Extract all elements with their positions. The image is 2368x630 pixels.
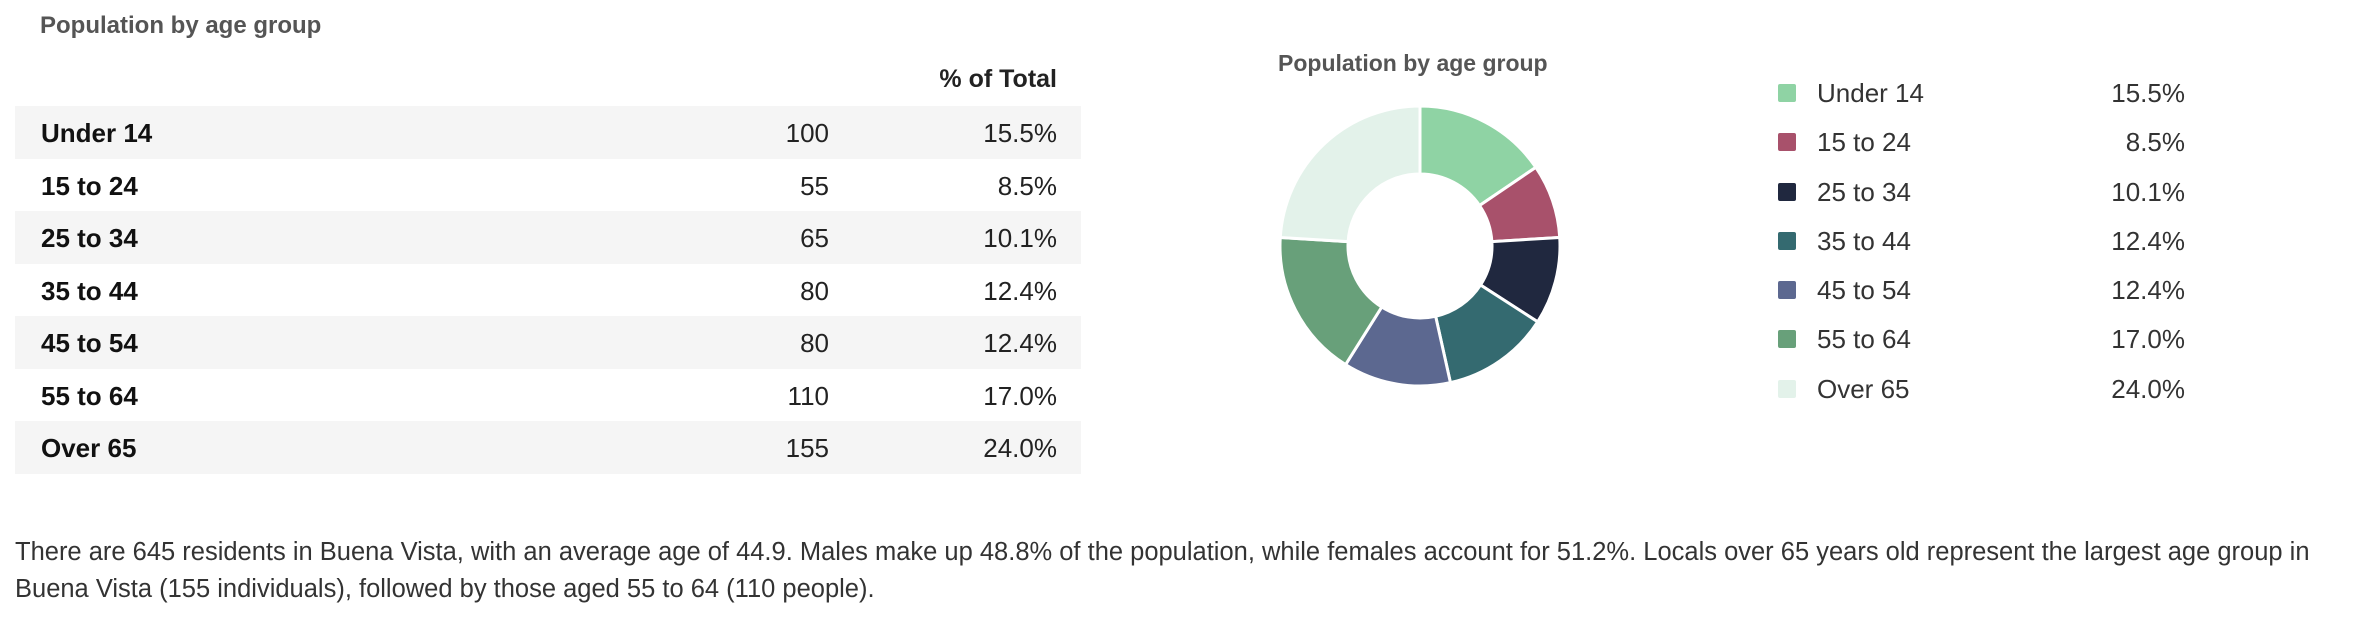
legend-value: 24.0% bbox=[2111, 373, 2185, 404]
legend-swatch bbox=[1778, 281, 1796, 300]
legend-item[interactable]: 55 to 64 17.0% bbox=[1775, 324, 2195, 373]
row-count: 155 bbox=[785, 433, 829, 463]
row-pct: 12.4% bbox=[983, 275, 1057, 306]
legend-value: 8.5% bbox=[2125, 127, 2185, 158]
table-header: % of Total bbox=[15, 60, 1081, 106]
legend-item[interactable]: Under 14 15.5% bbox=[1775, 78, 2195, 127]
donut-slice-55-to-64[interactable] bbox=[1278, 235, 1384, 367]
legend-swatch bbox=[1778, 231, 1796, 250]
legend-swatch bbox=[1778, 182, 1796, 201]
legend-item[interactable]: 25 to 34 10.1% bbox=[1775, 177, 2195, 226]
row-pct: 15.5% bbox=[983, 118, 1057, 148]
legend-item[interactable]: 15 to 24 8.5% bbox=[1775, 127, 2195, 176]
table-row: Under 14 100 15.5% bbox=[15, 106, 1081, 159]
legend-value: 12.4% bbox=[2111, 275, 2185, 306]
row-label: Over 65 bbox=[41, 433, 137, 463]
donut-slice-over-65[interactable] bbox=[1278, 104, 1422, 244]
table-row: 35 to 44 80 12.4% bbox=[15, 264, 1081, 317]
row-label: 45 to 54 bbox=[41, 328, 138, 358]
table-row: 45 to 54 80 12.4% bbox=[15, 316, 1081, 369]
row-pct: 10.1% bbox=[983, 223, 1057, 253]
row-pct: 8.5% bbox=[997, 170, 1057, 201]
legend-value: 17.0% bbox=[2111, 324, 2185, 355]
legend-swatch bbox=[1778, 84, 1796, 102]
legend-label: 15 to 24 bbox=[1817, 127, 1911, 158]
table-body: Under 14 100 15.5% 15 to 24 55 8.5% 25 t… bbox=[15, 106, 1081, 474]
legend-value: 12.4% bbox=[2111, 225, 2185, 256]
table-row: Over 65 155 24.0% bbox=[15, 421, 1081, 474]
table-row: 15 to 24 55 8.5% bbox=[15, 159, 1081, 212]
legend-label: 45 to 54 bbox=[1817, 275, 1911, 306]
row-count: 80 bbox=[800, 328, 829, 358]
row-count: 80 bbox=[800, 275, 829, 306]
table-row: 25 to 34 65 10.1% bbox=[15, 211, 1081, 264]
row-label: 15 to 24 bbox=[41, 170, 138, 201]
legend-item[interactable]: 45 to 54 12.4% bbox=[1775, 275, 2195, 324]
legend-swatch bbox=[1778, 330, 1796, 349]
legend-label: Under 14 bbox=[1817, 78, 1924, 108]
row-pct: 24.0% bbox=[983, 433, 1057, 463]
row-label: 55 to 64 bbox=[41, 380, 138, 411]
legend-value: 15.5% bbox=[2111, 78, 2185, 108]
legend-label: 55 to 64 bbox=[1817, 324, 1911, 355]
legend-swatch bbox=[1778, 133, 1796, 152]
donut-chart bbox=[1278, 104, 1562, 388]
row-count: 65 bbox=[800, 223, 829, 253]
chart-title: Population by age group bbox=[1278, 50, 1548, 76]
legend-label: Over 65 bbox=[1817, 373, 1910, 404]
row-pct: 17.0% bbox=[983, 380, 1057, 411]
row-label: Under 14 bbox=[41, 118, 153, 148]
legend-label: 35 to 44 bbox=[1817, 225, 1911, 256]
table-row: 55 to 64 110 17.0% bbox=[15, 369, 1081, 422]
section-title: Population by age group bbox=[40, 12, 322, 39]
row-count: 55 bbox=[800, 170, 829, 201]
header-pct-of-total: % of Total bbox=[939, 65, 1057, 93]
row-count: 110 bbox=[787, 380, 829, 411]
row-pct: 12.4% bbox=[983, 328, 1057, 358]
legend-value: 10.1% bbox=[2111, 176, 2185, 207]
legend-item[interactable]: Over 65 24.0% bbox=[1775, 374, 2195, 423]
legend-label: 25 to 34 bbox=[1817, 176, 1911, 207]
legend-swatch bbox=[1778, 379, 1796, 398]
population-table: % of Total Under 14 100 15.5% 15 to 24 5… bbox=[15, 60, 1081, 474]
legend-item[interactable]: 35 to 44 12.4% bbox=[1775, 226, 2195, 275]
row-count: 100 bbox=[785, 118, 829, 148]
row-label: 35 to 44 bbox=[41, 275, 138, 306]
summary-paragraph: There are 645 residents in Buena Vista, … bbox=[15, 538, 2310, 603]
row-label: 25 to 34 bbox=[41, 223, 138, 253]
chart-legend: Under 14 15.5% 15 to 24 8.5% 25 to 34 10… bbox=[1775, 78, 2195, 423]
